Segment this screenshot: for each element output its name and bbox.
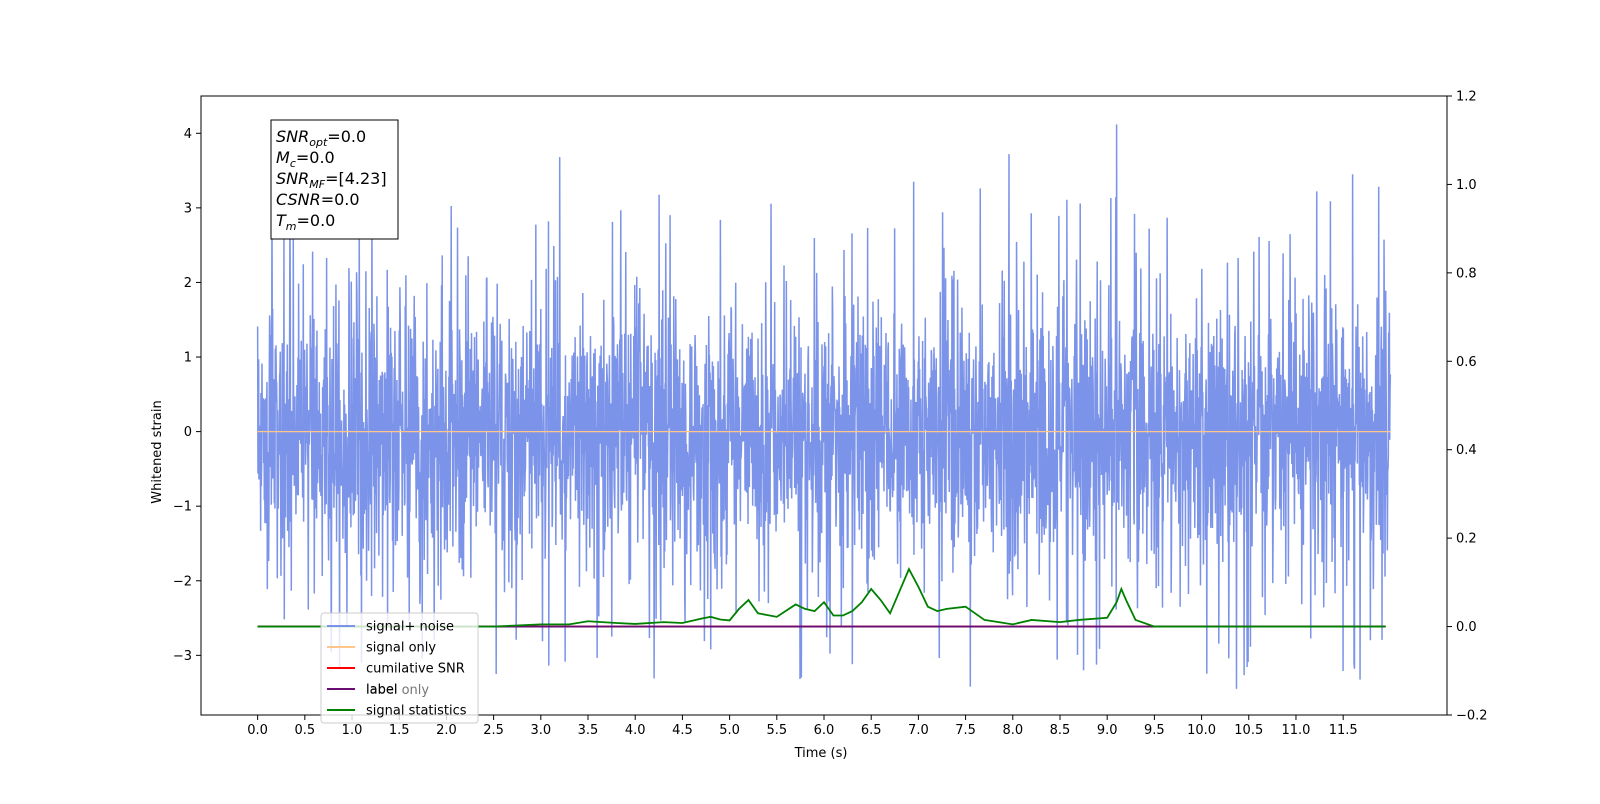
x-tick-label: 0.0: [247, 723, 268, 738]
legend-item-label-label: label: [366, 683, 397, 698]
x-tick-label: 7.5: [955, 723, 976, 738]
x-tick-label: 3.0: [530, 723, 551, 738]
x-tick-label: 2.0: [436, 723, 457, 738]
x-tick-label: 11.0: [1281, 723, 1310, 738]
y2-tick-label: 0.4: [1456, 443, 1477, 458]
legend-item-signal-only-label: signal only: [366, 641, 436, 656]
annotation-line: CSNR=0.0: [276, 190, 360, 209]
x-tick-label: 5.5: [766, 723, 787, 738]
y-tick-label: −2: [173, 574, 192, 589]
y-tick-label: 1: [184, 351, 192, 366]
y2-tick-label: −0.2: [1456, 709, 1488, 724]
x-tick-label: 5.0: [719, 723, 740, 738]
x-tick-label: 1.0: [342, 723, 363, 738]
x-tick-label: 8.0: [1002, 723, 1023, 738]
y-tick-label: 4: [184, 127, 192, 142]
x-axis-label: Time (s): [794, 746, 848, 761]
legend: label only signal+ noise signal only cumila…: [320, 612, 479, 724]
annotation-line: Tm=0.0: [276, 211, 335, 233]
x-tick-label: 11.5: [1329, 723, 1358, 738]
x-tick-label: 3.5: [578, 723, 599, 738]
y2-tick-label: 0.2: [1456, 532, 1477, 547]
legend-item-signal-noise-label: signal+ noise: [366, 620, 454, 635]
legend-item-signal-statistics-label: signal statistics: [366, 704, 467, 719]
y-tick-label: 3: [184, 201, 192, 216]
y2-tick-label: 1.0: [1456, 178, 1477, 193]
series-signal-statistics-line: [257, 567, 1386, 628]
y2-tick-label: 0.0: [1456, 620, 1477, 635]
x-tick-label: 4.5: [672, 723, 693, 738]
x-tick-label: 6.0: [814, 723, 835, 738]
y2-tick-label: 0.8: [1456, 266, 1477, 281]
axes: 0.0 0.5 1.0 1.5 2.0 2.5 3.0 3.5 4.0 4.5 5.0 5.5 6.0 6…: [173, 90, 1488, 739]
x-tick-label: 6.5: [861, 723, 882, 738]
x-tick-label: 0.5: [294, 723, 315, 738]
y-tick-label: −3: [173, 649, 192, 664]
x-tick-label: 9.5: [1144, 723, 1165, 738]
annotation-line: SNRMF=[4.23]: [276, 169, 387, 191]
annotation-line: SNRopt=0.0: [276, 127, 366, 149]
legend-frame: [320, 612, 479, 724]
annotation-frame: [270, 119, 399, 240]
y-tick-label: 2: [184, 276, 192, 291]
x-tick-label: 4.0: [625, 723, 646, 738]
legend-overlap-text: label only: [366, 683, 429, 698]
x-tick-label: 9.0: [1097, 723, 1118, 738]
x-tick-label: 10.0: [1187, 723, 1216, 738]
x-tick-label: 8.5: [1050, 723, 1071, 738]
x-tick-label: 10.5: [1234, 723, 1263, 738]
series-signal-noise-line: [256, 124, 1392, 689]
x-tick-label: 7.0: [908, 723, 929, 738]
y2-tick-label: 0.6: [1456, 355, 1477, 370]
y2-tick-label: 1.2: [1456, 90, 1477, 105]
x-tick-label: 2.5: [483, 723, 504, 738]
x-tick-label: 1.5: [389, 723, 410, 738]
legend-item-cumilative-snr-label: cumilative SNR: [366, 662, 465, 677]
annotation-line: Mc=0.0: [276, 148, 335, 170]
y-tick-label: −1: [173, 500, 192, 515]
y-axis-label: Whitened strain: [150, 400, 165, 503]
y-tick-label: 0: [184, 425, 192, 440]
